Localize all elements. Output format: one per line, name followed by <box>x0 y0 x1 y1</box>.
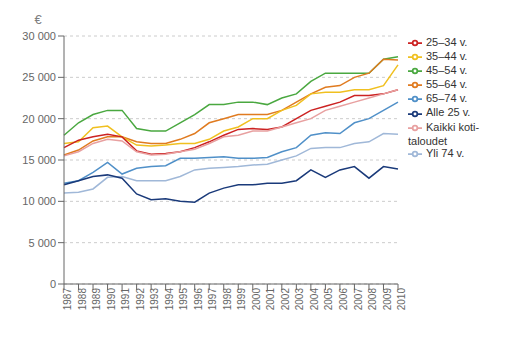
html-text:35–44 v.: 35–44 v. <box>426 50 468 63</box>
svg-text:2009: 2009 <box>382 288 393 311</box>
svg-text:2001: 2001 <box>265 288 276 311</box>
svg-text:25 000: 25 000 <box>22 71 56 83</box>
svg-text:5 000: 5 000 <box>28 237 56 249</box>
svg-text:10 000: 10 000 <box>22 195 56 207</box>
svg-text:1988: 1988 <box>77 288 88 311</box>
html-text:Alle 25 v.: Alle 25 v. <box>426 106 471 119</box>
svg-text:1990: 1990 <box>106 288 117 311</box>
svg-text:2008: 2008 <box>367 288 378 311</box>
svg-text:20 000: 20 000 <box>22 113 56 125</box>
svg-text:€: € <box>34 12 42 27</box>
svg-text:1993: 1993 <box>149 288 160 311</box>
html-text:55–64 v.: 55–64 v. <box>426 78 468 91</box>
html-text:25–34 v.: 25–34 v. <box>426 36 468 48</box>
html-text:Kaikki koti- taloudet: Kaikki koti- taloudet <box>408 120 480 147</box>
svg-text:1999: 1999 <box>236 288 247 311</box>
svg-text:2010: 2010 <box>396 288 407 311</box>
svg-text:1987: 1987 <box>62 288 73 311</box>
svg-text:1997: 1997 <box>207 288 218 311</box>
svg-text:2003: 2003 <box>294 288 305 311</box>
html-text:65–74 v.: 65–74 v. <box>426 92 468 105</box>
html-text:45–54 v.: 45–54 v. <box>426 64 468 77</box>
svg-text:15 000: 15 000 <box>22 154 56 166</box>
svg-text:1998: 1998 <box>222 288 233 311</box>
svg-text:2002: 2002 <box>280 288 291 311</box>
svg-text:1989: 1989 <box>91 288 102 311</box>
svg-text:1994: 1994 <box>164 288 175 311</box>
html-text:Yli 74 v.: Yli 74 v. <box>426 146 465 159</box>
svg-text:1991: 1991 <box>120 288 131 311</box>
svg-text:2005: 2005 <box>323 288 334 311</box>
svg-text:2004: 2004 <box>309 288 320 311</box>
svg-text:2006: 2006 <box>338 288 349 311</box>
svg-text:2000: 2000 <box>251 288 262 311</box>
svg-text:1995: 1995 <box>178 288 189 311</box>
svg-text:1992: 1992 <box>135 288 146 311</box>
svg-text:2007: 2007 <box>353 288 364 311</box>
svg-text:1996: 1996 <box>193 288 204 311</box>
svg-text:30 000: 30 000 <box>22 30 56 42</box>
svg-text:0: 0 <box>50 278 56 290</box>
